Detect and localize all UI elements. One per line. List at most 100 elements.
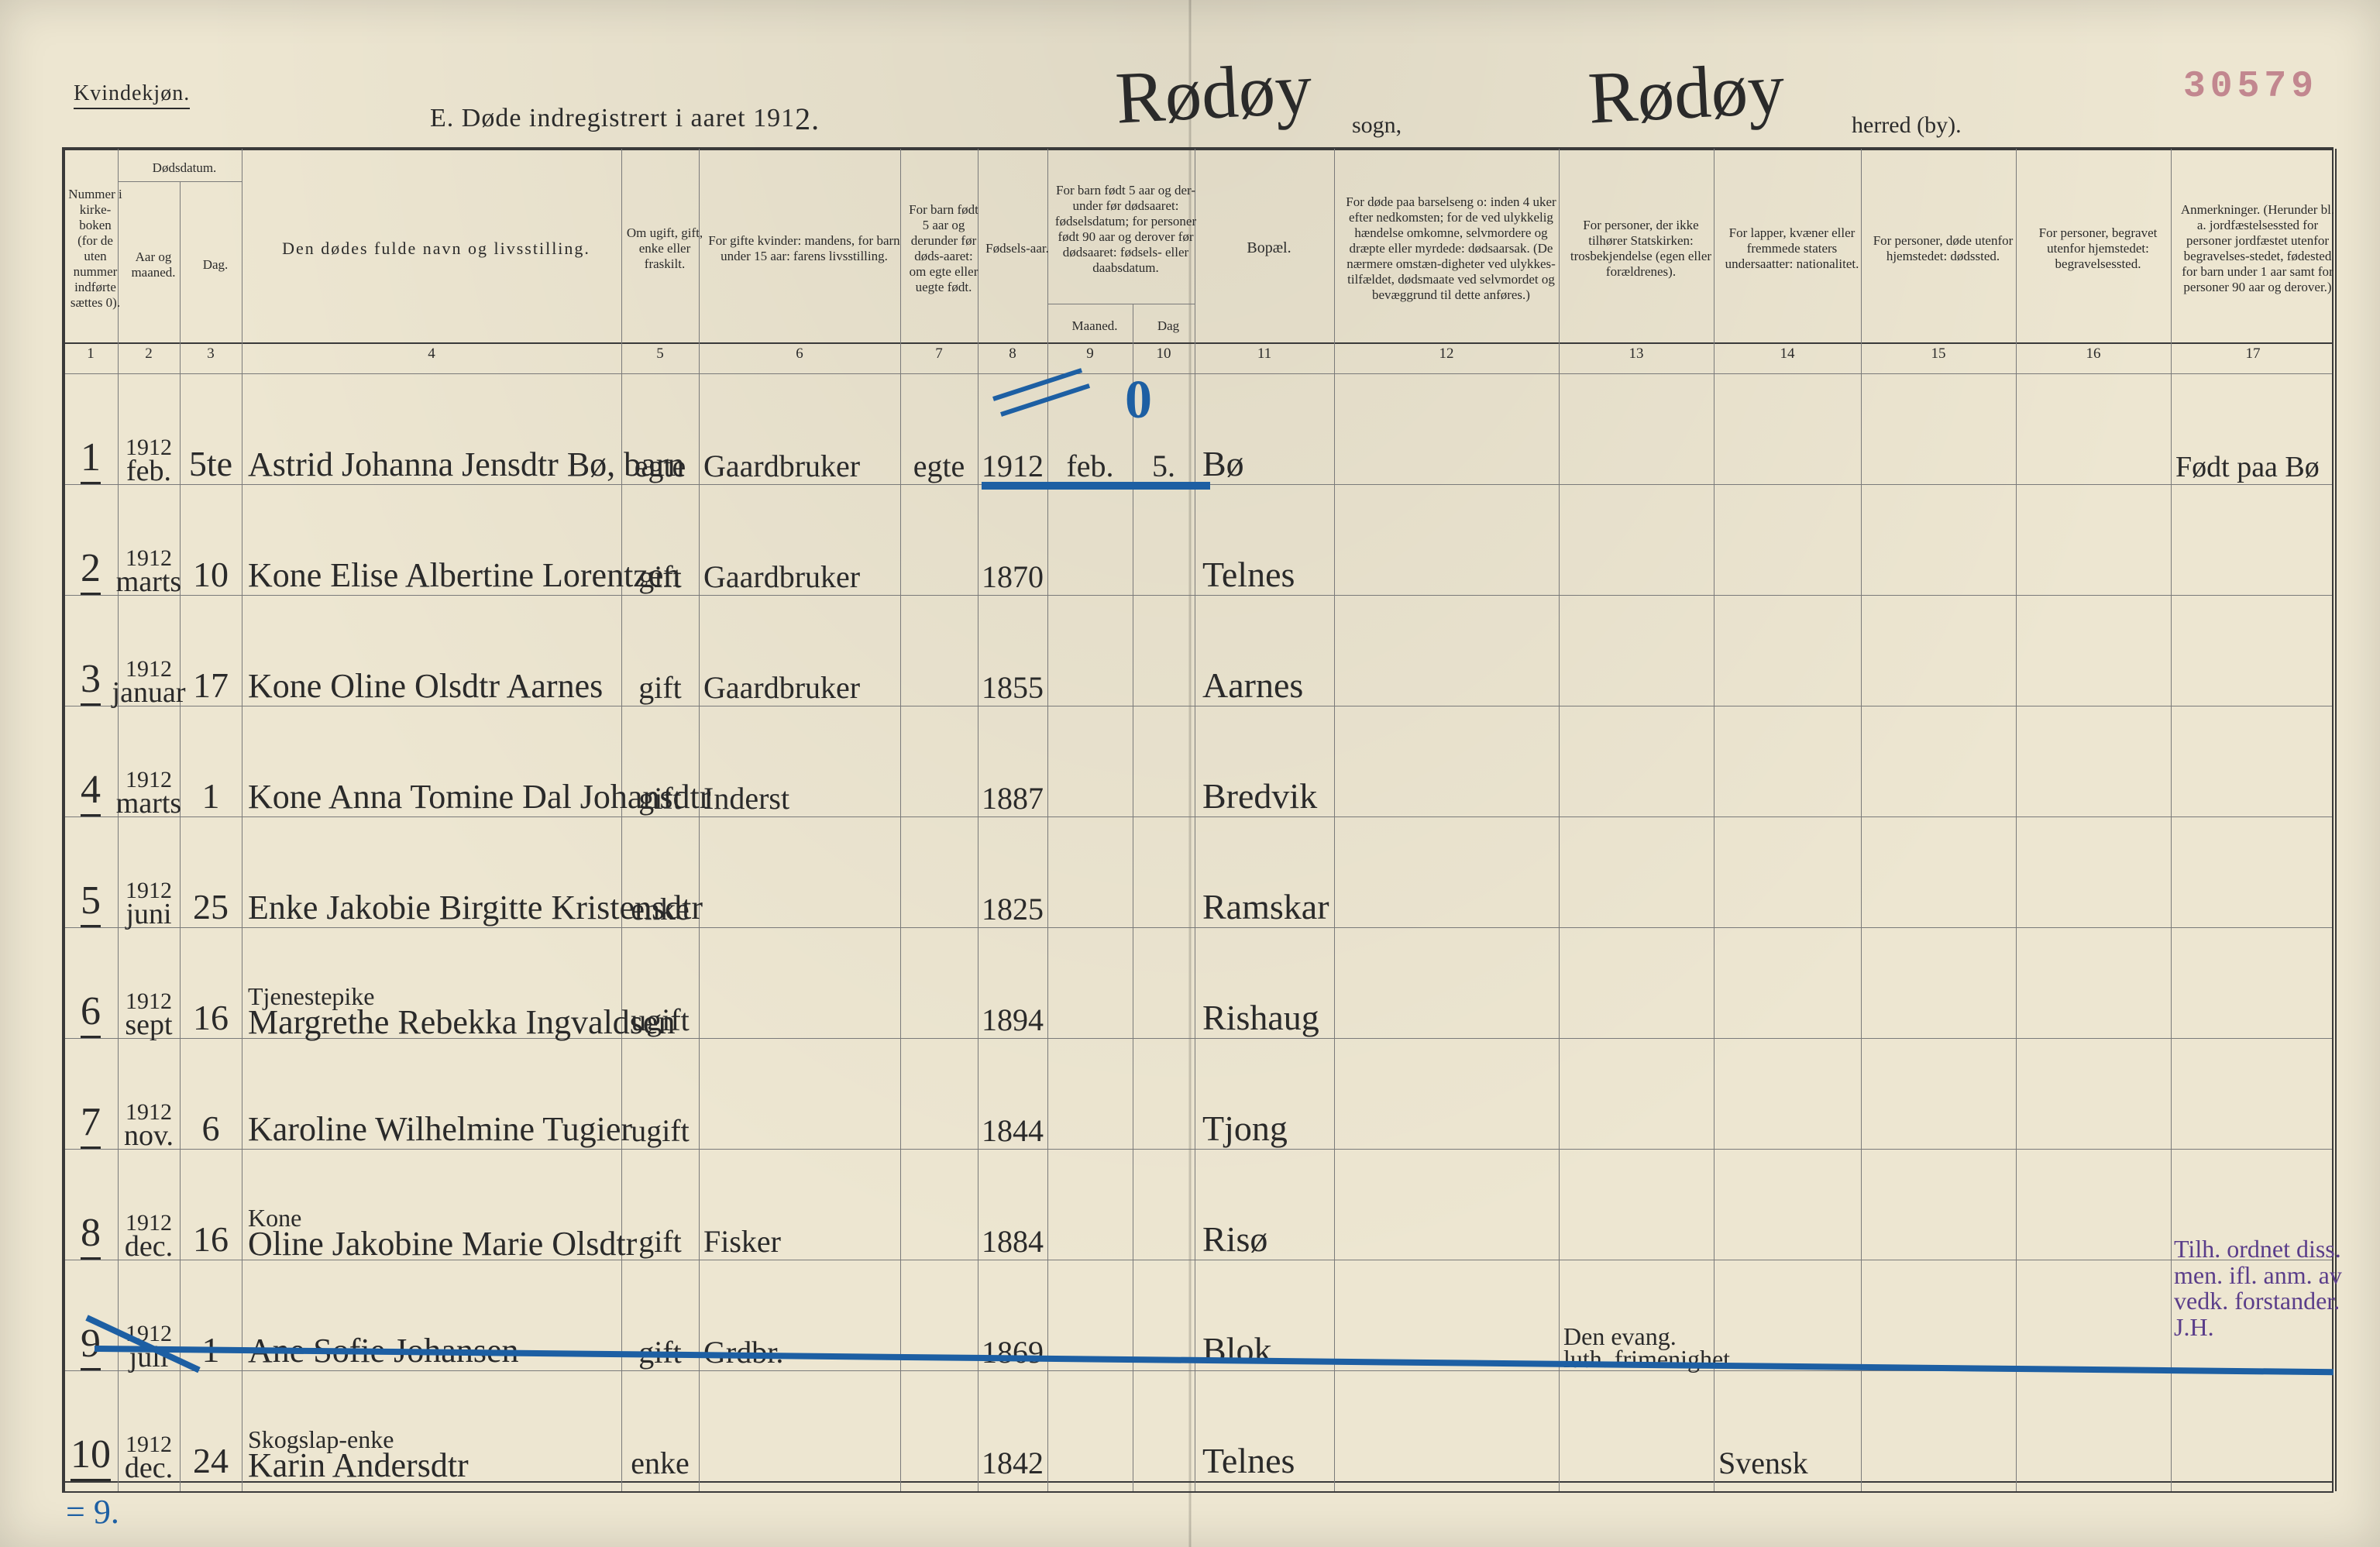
colnum-7: 7 [927,345,951,363]
table-row: 41912marts1Kone Anna Tomine Dal Johansdt… [64,706,2332,816]
death-day: 25 [180,816,242,933]
table-row: 81912dec.16KoneOline Jakobine Marie Olsd… [64,1149,2332,1260]
blue-zero-mark: 0 [1125,370,1152,431]
col17-header: Anmerkninger. (Herunder bl. a. jordfæste… [2171,149,2344,349]
table-grid: Nummer i kirke-boken (for de uten nummer… [62,147,2334,1493]
legitimacy: egte [900,373,978,490]
father-husband-occupation: Gaardbruker [703,373,900,490]
residence: Risø [1202,1149,1334,1266]
death-year-month: 1912juni [118,816,180,933]
marital-status: gift [621,1149,699,1266]
sogn-label: sogn, [1352,112,1402,139]
colnum-14: 14 [1776,345,1799,363]
col7-header: For barn født 5 aar og derunder før døds… [900,149,987,349]
ledger-table: Nummer i kirke-boken (for de uten nummer… [62,147,2334,1493]
col3-header: Dag. [180,181,251,349]
row-number: 10 [64,1370,118,1487]
footer-equals-note: = 9. [66,1492,119,1532]
father-husband-occupation: Gaardbruker [703,484,900,601]
marital-status: gift [621,595,699,712]
remark: Født paa Bø [2175,373,2335,490]
birth-year: 1844 [978,1038,1047,1155]
row-number: 6 [64,927,118,1044]
death-day: 1 [180,1260,242,1377]
col10-header: Dag [1133,304,1204,349]
deceased-name: Kone Anna Tomine Dal Johansdtr [248,706,621,823]
nationality: Svensk [1718,1370,1861,1487]
residence: Bø [1202,373,1334,490]
death-year-month: 1912feb. [118,373,180,490]
deceased-name: KoneOline Jakobine Marie Olsdtr [248,1149,621,1266]
marital-status: egte [621,373,699,490]
colnum-11: 11 [1253,345,1276,363]
table-row: 21912marts10Kone Elise Albertine Lorentz… [64,484,2332,595]
death-year-month: 1912januar [118,595,180,712]
father-husband-occupation [703,1038,900,1155]
col16-header: For personer, begravet utenfor hjemstede… [2016,149,2180,349]
col15-header: For personer, døde utenfor hjemstedet: d… [1861,149,2025,349]
table-row: 31912januar17Kone Oline Olsdtr Aarnesgif… [64,595,2332,706]
deceased-name: Kone Oline Olsdtr Aarnes [248,595,621,712]
birth-year: 1887 [978,706,1047,823]
death-day: 10 [180,484,242,601]
death-year-month: 1912marts [118,484,180,601]
colnum-8: 8 [1001,345,1024,363]
colnum-3: 3 [199,345,222,363]
father-husband-occupation: Fisker [703,1149,900,1266]
father-husband-occupation [703,1370,900,1487]
residence: Telnes [1202,484,1334,601]
birth-year: 1825 [978,816,1047,933]
archive-stamp-number: 30579 [2183,66,2318,108]
death-day: 17 [180,595,242,712]
deceased-name: Kone Elise Albertine Lorentzen [248,484,621,601]
row-number: 4 [64,706,118,823]
marital-status: ugift [621,1038,699,1155]
residence: Bredvik [1202,706,1334,823]
table-row: 71912nov.6Karoline Wilhelmine Tugierugif… [64,1038,2332,1149]
col2-header: Aar og maaned. [118,181,189,349]
col14-header: For lapper, kvæner eller fremmede stater… [1714,149,1870,349]
gender-label: Kvindekjøn. [74,81,190,109]
residence: Aarnes [1202,595,1334,712]
page-title: E. Døde indregistrert i aaret 1912. [430,101,820,137]
colnum-17: 17 [2241,345,2265,363]
marital-status: gift [621,1260,699,1377]
death-year-month: 1912sept [118,927,180,1044]
ledger-page: Kvindekjøn. E. Døde indregistrert i aare… [0,0,2380,1547]
table-row: 51912juni25Enke Jakobie Birgitte Kristen… [64,816,2332,927]
death-day: 6 [180,1038,242,1155]
father-husband-occupation: Gaardbruker [703,595,900,712]
residence: Rishaug [1202,927,1334,1044]
father-husband-occupation [703,816,900,933]
birth-year: 1884 [978,1149,1047,1266]
death-year-month: 1912marts [118,706,180,823]
birth-month: feb. [1047,373,1133,490]
title-year-suffix: 2. [795,101,820,136]
colnum-5: 5 [648,345,672,363]
col4-header: Den dødes fulde navn og livsstilling. [242,149,631,349]
col12-header: For døde paa barselseng o: inden 4 uker … [1334,149,1568,349]
colnum-13: 13 [1625,345,1648,363]
row-number: 3 [64,595,118,712]
row-number: 1 [64,373,118,490]
page-heading: Kvindekjøn. E. Døde indregistrert i aare… [0,23,2380,132]
marital-status: gift [621,484,699,601]
birth-year: 1894 [978,927,1047,1044]
deceased-name: Enke Jakobie Birgitte Kristensdtr [248,816,621,933]
col8-header: Fødsels-aar. [978,149,1057,349]
death-day: 1 [180,706,242,823]
marital-status: gift [621,706,699,823]
deceased-name: Skogslap-enkeKarin Andersdtr [248,1370,621,1487]
colnum-1: 1 [79,345,102,363]
death-day: 16 [180,1149,242,1266]
residence: Tjong [1202,1038,1334,1155]
death-year-month: 1912dec. [118,1370,180,1487]
herred-name-script: Rødøy [1586,45,1787,140]
marital-status: ugift [621,927,699,1044]
table-row: 11912feb.5teAstrid Johanna Jensdtr Bø, b… [64,373,2332,484]
death-year-month: 1912nov. [118,1038,180,1155]
deceased-name: Karoline Wilhelmine Tugier [248,1038,621,1155]
col6-header: For gifte kvinder: mandens, for barn und… [699,149,910,349]
birth-year: 1855 [978,595,1047,712]
herred-label: herred (by). [1852,112,1962,139]
